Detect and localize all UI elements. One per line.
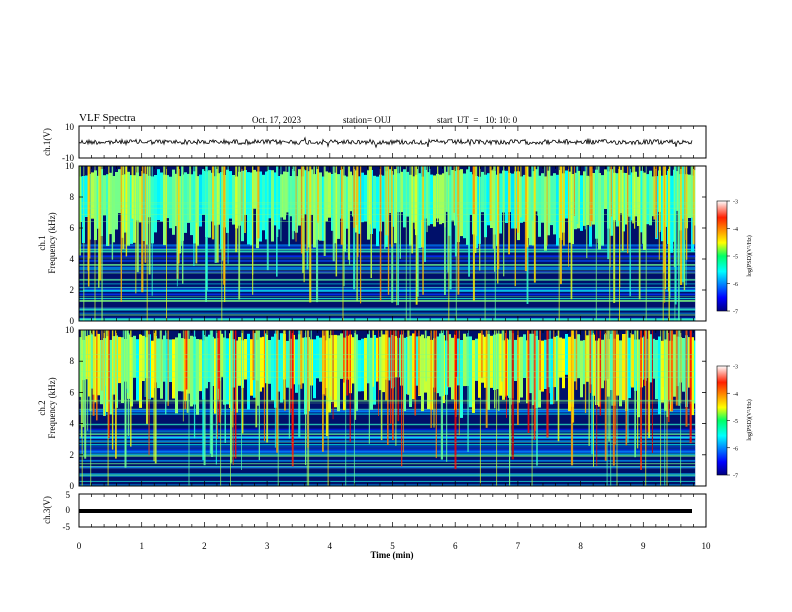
x-tick-label: 0 [77,541,82,551]
spec1-yticks-label: 0 [70,316,75,326]
ch1-spec-ylabel-line1: ch.1 [37,235,47,250]
ch3-ytick-mid: 0 [66,505,71,515]
colorbar-tick-label: -3 [733,365,738,371]
colorbar-ch2-label: log(PSD)(V²/Hz) [746,399,753,440]
colorbar-tick-label: -6 [733,446,738,452]
ch1-ylabel: ch.1(V) [42,128,52,156]
x-tick-label: 4 [328,541,333,551]
spec2-yticks-label: 10 [65,325,75,335]
spectrogram-ch2-image [79,330,706,486]
ch2-spec-ylabel-line1: ch.2 [37,400,47,415]
x-tick-label: 3 [265,541,270,551]
colorbar-tick-label: -5 [733,255,738,261]
colorbar-tick-label: -7 [733,474,738,480]
spectrogram-ch2-panel: 0 2 4 6 8 10 ch.2 Frequency (kHz) [37,325,707,491]
spec1-yticks-label: 6 [70,223,75,233]
x-tick-label: 9 [641,541,646,551]
x-tick-label: 7 [516,541,521,551]
ch1-ytick-top: 10 [65,122,75,132]
colorbar-ch1: -3 -4 -5 -6 -7 log(PSD)(V²/Hz) [716,200,753,316]
colorbar-tick-label: -3 [733,200,738,206]
spec2-yticks-label: 8 [70,356,75,366]
ch3-ytick-top: 5 [66,490,71,500]
x-tick-label: 10 [702,541,712,551]
date-label: Oct. 17, 2023 [252,115,301,125]
ch1-spec-ylabel-line2: Frequency (kHz) [47,212,57,273]
spec1-yticks-label: 8 [70,192,75,202]
spec2-yticks-label: 6 [70,387,75,397]
start-time-label: start UT = 10: 10: 0 [437,115,518,125]
spectrogram-ch1-image [79,166,706,322]
colorbar-tick-label: -4 [733,392,738,398]
x-axis-label: Time (min) [370,550,413,560]
spec1-yticks-label: 10 [65,161,75,171]
colorbar-tick-label: -6 [733,282,738,288]
ch1-ytick-bottom: -10 [62,153,74,163]
x-tick-label: 5 [390,541,395,551]
station-label: station= OUJ [343,115,391,125]
spectrogram-ch1-panel: 0 2 4 6 8 10 ch.1 Frequency (kHz) [37,161,707,326]
colorbar-tick-label: -5 [733,419,738,425]
x-axis-tick-labels: 0 1 2 3 4 5 6 7 8 9 10 [77,541,711,551]
x-tick-label: 8 [578,541,583,551]
colorbar-ch1-label: log(PSD)(V²/Hz) [746,235,753,276]
x-tick-label: 1 [139,541,144,551]
spec2-yticks-label: 0 [70,481,75,491]
spec1-yticks-label: 4 [70,254,75,264]
x-axis-ticks [78,126,707,527]
colorbar-tick-label: -4 [733,227,738,233]
spec2-yticks-label: 2 [70,450,75,460]
ch3-ylabel: ch.3(V) [42,496,52,524]
ch3-ytick-bottom: -5 [63,522,71,532]
spec2-yticks-label: 4 [70,419,75,429]
colorbar-tick-label: -7 [733,310,738,316]
ch2-spec-ylabel-line2: Frequency (kHz) [47,377,57,438]
x-tick-label: 2 [202,541,207,551]
spec1-yticks-label: 2 [70,285,75,295]
x-tick-label: 6 [453,541,458,551]
chart-title: VLF Spectra [79,112,136,124]
waveform-ch1-trace [78,136,693,149]
colorbar-ch2: -3 -4 -5 -6 -7 log(PSD)(V²/Hz) [716,365,753,480]
